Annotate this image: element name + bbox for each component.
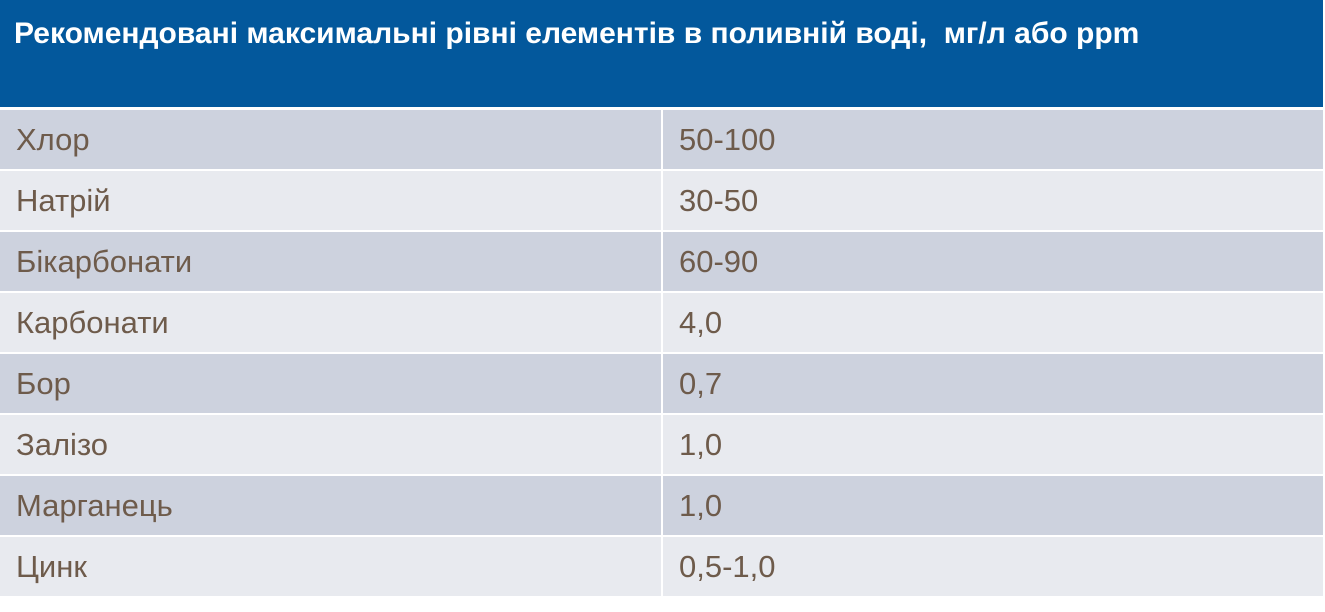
element-cell: Хлор (0, 110, 661, 169)
table-body: Хлор 50-100 Натрій 30-50 Бікарбонати 60-90 Кар… (0, 110, 1323, 596)
level-cell: 30-50 (663, 171, 1323, 230)
element-cell: Марганець (0, 476, 661, 535)
table-row: Цинк 0,5-1,0 (0, 537, 1323, 596)
level-cell: 0,7 (663, 354, 1323, 413)
level-cell: 0,5-1,0 (663, 537, 1323, 596)
table-row: Залізо 1,0 (0, 415, 1323, 474)
element-cell: Бікарбонати (0, 232, 661, 291)
level-cell: 1,0 (663, 476, 1323, 535)
element-cell: Цинк (0, 537, 661, 596)
table-row: Карбонати 4,0 (0, 293, 1323, 352)
level-cell: 4,0 (663, 293, 1323, 352)
element-cell: Натрій (0, 171, 661, 230)
element-cell: Карбонати (0, 293, 661, 352)
table-row: Бор 0,7 (0, 354, 1323, 413)
data-table: Рекомендовані максимальні рівні елементі… (0, 0, 1323, 596)
level-cell: 60-90 (663, 232, 1323, 291)
table-row: Бікарбонати 60-90 (0, 232, 1323, 291)
table-row: Хлор 50-100 (0, 110, 1323, 169)
element-cell: Залізо (0, 415, 661, 474)
table-row: Натрій 30-50 (0, 171, 1323, 230)
table-row: Марганець 1,0 (0, 476, 1323, 535)
element-cell: Бор (0, 354, 661, 413)
table-title: Рекомендовані максимальні рівні елементі… (0, 0, 1323, 107)
level-cell: 50-100 (663, 110, 1323, 169)
level-cell: 1,0 (663, 415, 1323, 474)
